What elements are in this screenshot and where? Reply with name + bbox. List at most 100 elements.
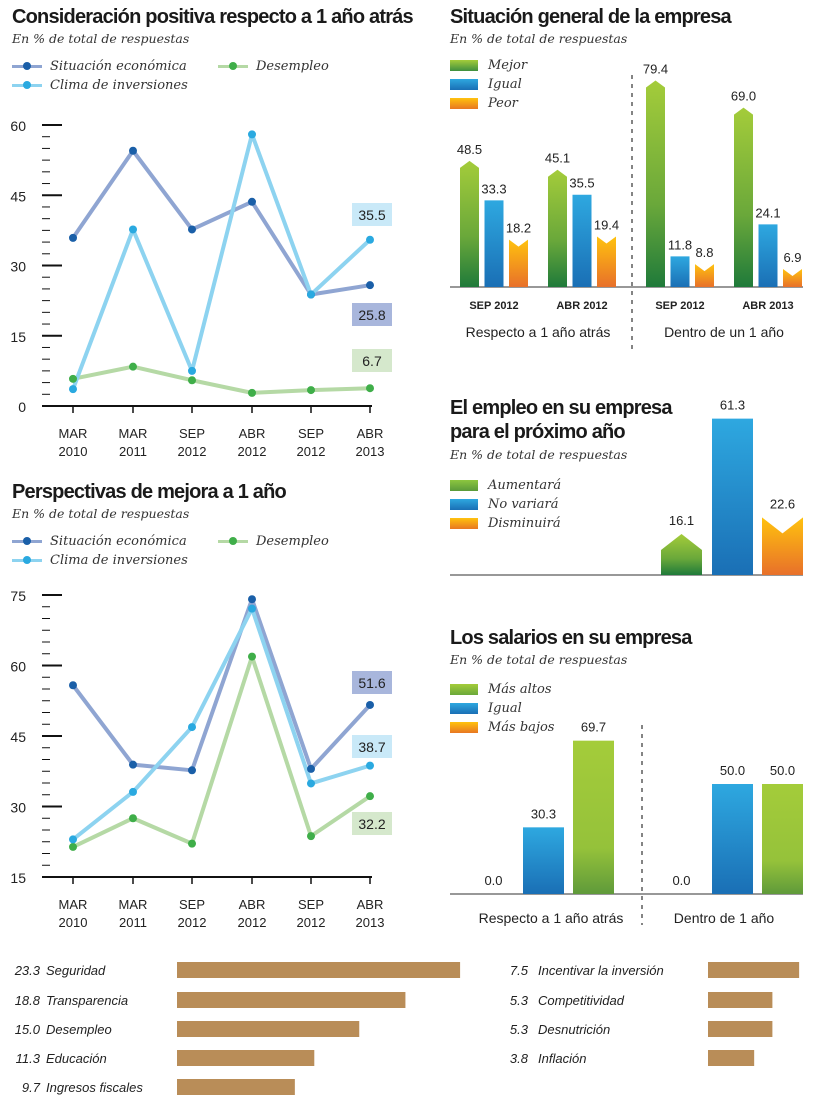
series-line <box>71 597 372 773</box>
end-label-box <box>352 203 392 226</box>
legend-swatch <box>450 517 478 529</box>
y-tick-label: 60 <box>10 659 26 675</box>
bar-value-label: 0.0 <box>672 873 690 888</box>
y-tick-label: 45 <box>10 729 26 745</box>
legend-label: Disminuirá <box>488 515 561 531</box>
item-value: 18.8 <box>15 993 41 1008</box>
x-tick-label: SEP 2012 <box>297 897 326 930</box>
x-tick-label-line: 2012 <box>178 444 207 459</box>
chart3-title: Situación general de la empresa <box>450 6 732 28</box>
chart1-legend-desempleo: Desempleo <box>218 57 329 75</box>
legend-label: Más altos <box>488 681 552 697</box>
series-line <box>71 132 372 390</box>
x-tick-label: ABR 2013 <box>356 426 385 459</box>
x-tick-label-line: MAR <box>59 426 88 441</box>
x-tick-label: MAR 2010 <box>59 426 88 459</box>
bar-disminuira <box>762 517 803 575</box>
data-point <box>129 225 137 234</box>
data-point <box>307 832 315 841</box>
series-line <box>72 364 371 395</box>
data-point <box>248 604 256 613</box>
end-label: 32.2 <box>358 816 385 832</box>
chart3-legend-mejor: Mejor <box>450 56 527 74</box>
chart1-subtitle: En % de total de respuestas <box>12 31 190 46</box>
legend-swatch <box>218 536 248 546</box>
x-tick-label-line: ABR <box>239 897 266 912</box>
legend-label: Desempleo <box>256 58 329 74</box>
item-bar <box>708 1050 755 1066</box>
chart1-title: Consideración positiva respecto a 1 año … <box>12 6 414 28</box>
x-tick-label: MAR 2010 <box>59 897 88 930</box>
legend-label: Situación económica <box>50 533 187 549</box>
legend-label: Igual <box>488 700 522 716</box>
category-label: ABR 2013 <box>742 300 793 312</box>
chart2-legend-desempleo: Desempleo <box>218 532 329 550</box>
bar-value-label: 69.0 <box>731 89 756 104</box>
data-point <box>69 374 77 383</box>
item-bar <box>708 962 800 978</box>
legend-swatch <box>450 97 478 109</box>
data-point <box>366 792 374 801</box>
bar-value-label: 48.5 <box>457 142 482 157</box>
x-tick-label-line: 2012 <box>238 915 267 930</box>
legend-swatch <box>450 683 478 695</box>
bar-no-variara <box>712 418 753 575</box>
bar-value-label: 35.5 <box>569 176 594 191</box>
item-label: Educación <box>46 1051 107 1066</box>
bar-aumentara <box>661 533 702 575</box>
bar-igual <box>758 224 778 287</box>
x-tick-label: SEP 2012 <box>178 426 207 459</box>
chart2-legend-clima: Clima de inversiones <box>12 551 188 569</box>
item-bar <box>177 992 406 1008</box>
end-label: 25.8 <box>358 307 385 323</box>
item-value: 23.3 <box>14 963 41 978</box>
item-value: 15.0 <box>15 1022 41 1037</box>
bar-value-label: 22.6 <box>770 496 795 511</box>
category-label: SEP 2012 <box>655 300 704 312</box>
item-bar <box>708 992 773 1008</box>
bar-value-label: 16.1 <box>669 513 694 528</box>
data-point <box>69 681 77 690</box>
bar-más-altos <box>762 784 803 894</box>
chart4-title: El empleo en su empresa para el próximo … <box>450 397 673 443</box>
x-tick-label-line: ABR <box>239 426 266 441</box>
x-tick-label-line: ABR <box>357 897 384 912</box>
x-tick-label-line: 2010 <box>59 444 88 459</box>
x-tick-label: MAR 2011 <box>119 426 148 459</box>
bar-mejor <box>548 169 567 287</box>
y-tick-label: 0 <box>18 399 26 415</box>
x-tick-label-line: ABR <box>357 426 384 441</box>
series-line <box>71 148 371 297</box>
data-point <box>129 787 137 796</box>
bar-value-label: 19.4 <box>594 218 619 233</box>
data-point <box>366 700 374 709</box>
bar-value-label: 50.0 <box>720 763 745 778</box>
item-value: 9.7 <box>22 1080 41 1095</box>
chart5-legend-mas-altos: Más altos <box>450 680 552 698</box>
bar-value-label: 79.4 <box>643 62 668 77</box>
chart2-subtitle: En % de total de respuestas <box>12 506 190 521</box>
x-tick-label-line: SEP <box>298 426 324 441</box>
x-tick-label-line: 2010 <box>59 915 88 930</box>
data-point <box>366 761 374 770</box>
item-label: Transparencia <box>46 993 128 1008</box>
bar-mejor <box>734 107 753 287</box>
x-tick-label-line: 2011 <box>119 444 147 459</box>
data-point <box>307 290 315 299</box>
chart3-legend-igual: Igual <box>450 75 522 93</box>
legend-swatch <box>450 498 478 510</box>
bar-igual <box>670 256 690 287</box>
legend-swatch <box>12 536 42 546</box>
data-point <box>248 130 256 139</box>
legend-swatch <box>450 78 478 90</box>
end-label: 38.7 <box>358 739 385 755</box>
bar-value-label: 24.1 <box>755 205 780 220</box>
bar-igual <box>523 827 564 894</box>
legend-label: Aumentará <box>488 477 562 493</box>
chart5-title: Los salarios en su empresa <box>450 627 692 649</box>
x-tick-label-line: 2012 <box>178 915 207 930</box>
data-point <box>188 225 196 234</box>
bar-peor <box>695 264 714 287</box>
